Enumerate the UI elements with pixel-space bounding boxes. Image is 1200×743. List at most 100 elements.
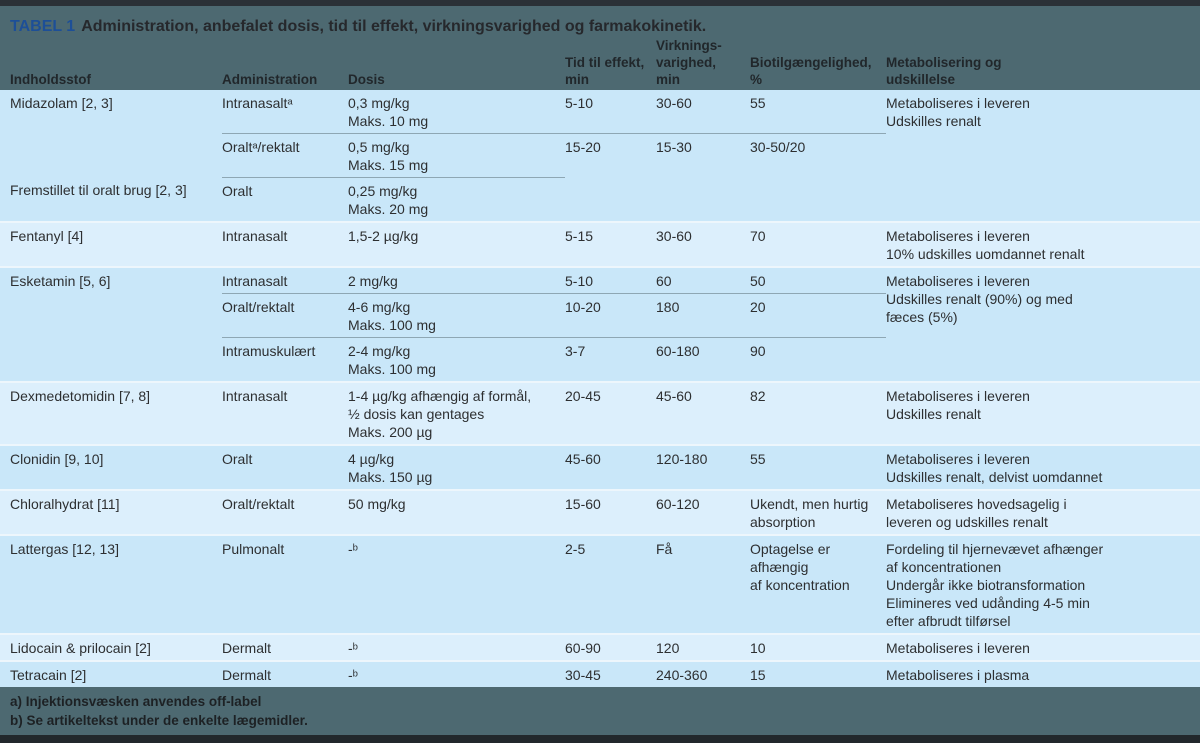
cell-duration: 60-120 <box>656 496 700 512</box>
cell-metabolism: Metaboliseres hovedsagelig i leveren og … <box>886 496 1067 530</box>
cell-duration: Få <box>656 541 673 557</box>
cell-metabolism: Metaboliseres i plasma <box>886 667 1030 683</box>
column-header-biotilgaengelighed: Biotilgængelighed, % <box>750 55 872 87</box>
cell-bioavailability: 82 <box>750 388 766 404</box>
cell-substance <box>10 293 222 337</box>
cell-duration: 30-60 <box>656 95 692 111</box>
cell-administration: Intranasalt <box>222 273 288 289</box>
cell-administration: Oralt/rektalt <box>222 293 348 337</box>
cell-administration: Intranasaltᵃ <box>222 95 293 111</box>
footnote-b: b) Se artikeltekst under de enkelte læge… <box>10 713 308 728</box>
cell-bioavailability <box>750 177 886 221</box>
cell-bioavailability: 50 <box>750 273 766 289</box>
cell-dose: 50 mg/kg <box>348 496 406 512</box>
cell-bioavailability: 70 <box>750 228 766 244</box>
column-header-indholdsstof: Indholdsstof <box>10 72 91 87</box>
cell-duration <box>656 177 750 221</box>
cell-administration: Pulmonalt <box>222 541 285 557</box>
cell-metabolism: Metaboliseres i leveren <box>886 640 1030 656</box>
cell-metabolism: Fordeling til hjernevævet afhænger af ko… <box>886 541 1104 629</box>
cell-onset: 45-60 <box>565 451 601 467</box>
cell-bioavailability: 20 <box>750 293 886 337</box>
column-header-row: Indholdsstof Administration Dosis Tid ti… <box>0 37 1200 88</box>
drug-block: Lidocain & prilocain [2] Dermalt -ᵇ 60-90 12… <box>0 635 1200 660</box>
column-header-tid-til-effekt: Tid til effekt, min <box>565 55 645 87</box>
cell-dose: -ᵇ <box>348 640 358 656</box>
cell-dose: 0,25 mg/kg Maks. 20 mg <box>348 177 565 221</box>
cell-dose: 1,5-2 µg/kg <box>348 228 419 244</box>
cell-onset: 5-15 <box>565 228 594 244</box>
drug-block: Clonidin [9, 10] Oralt 4 µg/kg Maks. 150 µ… <box>0 446 1200 489</box>
cell-duration: 120 <box>656 640 680 656</box>
drug-block: Lattergas [12, 13] Pulmonalt -ᵇ 2-5 Få Optage… <box>0 536 1200 633</box>
column-header-virkningsvarighed: Virknings- varighed, min <box>656 38 722 87</box>
cell-onset: 20-45 <box>565 388 601 404</box>
cell-duration: 60 <box>656 273 672 289</box>
cell-bioavailability: 55 <box>750 451 766 467</box>
top-edge-bar <box>0 0 1200 6</box>
cell-administration: Oralt <box>222 451 253 467</box>
table-body: Midazolam [2, 3] Intranasaltᵃ 0,3 mg/kg Ma… <box>0 90 1200 687</box>
cell-duration: 180 <box>656 293 750 337</box>
footnote-band: a) Injektionsvæsken anvendes off-label b… <box>0 687 1200 735</box>
cell-substance <box>10 133 222 177</box>
cell-bioavailability: Optagelse er afhængig af koncentration <box>750 541 850 593</box>
cell-bioavailability: 90 <box>750 337 886 381</box>
cell-duration: 120-180 <box>656 451 708 467</box>
cell-duration: 45-60 <box>656 388 692 404</box>
cell-duration: 240-360 <box>656 667 708 683</box>
cell-onset: 15-60 <box>565 496 601 512</box>
cell-administration: Oralt <box>222 177 348 221</box>
cell-substance: Chloralhydrat [11] <box>10 496 120 512</box>
column-header-administration: Administration <box>222 72 318 87</box>
table-title-text: Administration, anbefalet dosis, tid til… <box>81 18 707 35</box>
cell-duration: 15-30 <box>656 133 750 177</box>
table-header-band: TABEL 1 Administration, anbefalet dosis, … <box>0 6 1200 90</box>
cell-onset: 60-90 <box>565 640 601 656</box>
cell-metabolism: Metaboliseres i leveren Udskilles renalt… <box>886 273 1073 325</box>
cell-substance: Tetracain [2] <box>10 667 87 683</box>
cell-onset <box>565 177 656 221</box>
cell-administration: Dermalt <box>222 667 272 683</box>
drug-block: Esketamin [5, 6] Intranasalt 2 mg/kg 5-10 60… <box>0 268 1200 381</box>
cell-administration: Intramuskulært <box>222 337 348 381</box>
cell-metabolism: Metaboliseres i leveren Udskilles renalt <box>886 388 1030 422</box>
cell-bioavailability: 30-50/20 <box>750 133 886 177</box>
drug-block: Tetracain [2] Dermalt -ᵇ 30-45 240-360 15 Meta… <box>0 662 1200 687</box>
cell-bioavailability: 10 <box>750 640 766 656</box>
cell-bioavailability: 15 <box>750 667 766 683</box>
table-title: TABEL 1 Administration, anbefalet dosis, … <box>0 17 1200 37</box>
cell-administration: Intranasalt <box>222 228 288 244</box>
cell-dose: 4 µg/kg Maks. 150 µg <box>348 451 433 485</box>
cell-dose: -ᵇ <box>348 667 358 683</box>
cell-substance: Clonidin [9, 10] <box>10 451 104 467</box>
cell-dose: 0,5 mg/kg Maks. 15 mg <box>348 133 565 177</box>
column-header-dosis: Dosis <box>348 72 385 87</box>
cell-metabolism: Metaboliseres i leveren Udskilles renalt… <box>886 451 1103 485</box>
cell-onset: 2-5 <box>565 541 586 557</box>
cell-onset: 30-45 <box>565 667 601 683</box>
cell-onset: 10-20 <box>565 293 656 337</box>
drug-block: Dexmedetomidin [7, 8] Intranasalt 1-4 µg/k… <box>0 383 1200 444</box>
cell-duration: 60-180 <box>656 337 750 381</box>
cell-substance: Dexmedetomidin [7, 8] <box>10 388 151 404</box>
cell-substance: Midazolam [2, 3] <box>10 95 113 111</box>
footnote-a: a) Injektionsvæsken anvendes off-label <box>10 694 262 709</box>
cell-bioavailability: 55 <box>750 95 766 111</box>
cell-dose: 1-4 µg/kg afhængig af formål, ½ dosis ka… <box>348 388 532 440</box>
cell-dose: 2-4 mg/kg Maks. 100 mg <box>348 337 565 381</box>
table-number-badge: TABEL 1 <box>10 18 76 35</box>
drug-block: Fentanyl [4] Intranasalt 1,5-2 µg/kg 5-15 30… <box>0 223 1200 266</box>
bottom-edge-bar <box>0 735 1200 743</box>
cell-onset: 3-7 <box>565 337 656 381</box>
column-header-metabolisering: Metabolisering og udskillelse <box>886 55 1002 87</box>
cell-dose: -ᵇ <box>348 541 358 557</box>
cell-bioavailability: Ukendt, men hurtig absorption <box>750 496 869 530</box>
cell-onset: 5-10 <box>565 273 594 289</box>
cell-duration: 30-60 <box>656 228 692 244</box>
cell-substance <box>10 337 222 381</box>
cell-administration: Intranasalt <box>222 388 288 404</box>
drug-block: Midazolam [2, 3] Intranasaltᵃ 0,3 mg/kg Ma… <box>0 90 1200 221</box>
drug-block: Chloralhydrat [11] Oralt/rektalt 50 mg/kg 1… <box>0 491 1200 534</box>
